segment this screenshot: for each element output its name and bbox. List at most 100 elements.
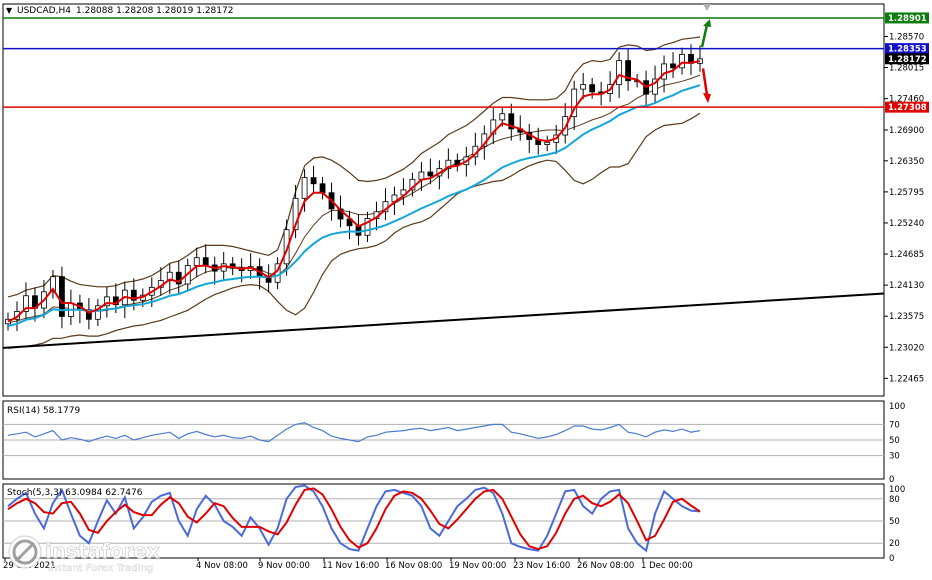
up-arrow-icon <box>700 19 711 48</box>
ema-fast-line <box>7 60 701 323</box>
candle-body <box>202 257 209 266</box>
candle-body <box>427 171 434 177</box>
candle-body <box>661 63 667 80</box>
price-badge-bg <box>885 101 929 113</box>
price-tick-label: 1.28570 <box>889 32 924 42</box>
up-arrow-head <box>703 19 711 27</box>
rsi-line <box>7 422 701 443</box>
candle-body <box>490 119 497 135</box>
price-tick-label: 1.22465 <box>889 374 924 384</box>
stoch-panel: 80 50 20 0 100 <box>3 484 905 564</box>
candle-body <box>589 84 596 93</box>
bb-lower-line <box>7 112 701 349</box>
candle-body <box>364 218 371 236</box>
price-tick-label: 1.26350 <box>889 157 924 167</box>
price-tick-label: 1.23575 <box>889 312 924 322</box>
watermark-tagline: Instant Forex Trading <box>48 563 153 574</box>
candle-body <box>418 171 425 180</box>
candle-body <box>59 276 65 317</box>
bb-upper-line <box>7 36 701 298</box>
rsi-level-label: 0 <box>889 475 894 485</box>
time-tick-label: 1 Dec 00:00 <box>641 561 693 571</box>
candle-body <box>544 141 551 145</box>
candle-body <box>508 113 515 130</box>
candle-body <box>679 54 685 69</box>
price-levels <box>2 17 885 349</box>
candle-body <box>50 276 56 293</box>
price-tick-label: 1.24130 <box>889 281 924 291</box>
price-badge-bg <box>885 43 929 55</box>
price-badge-label: 1.28172 <box>888 55 927 65</box>
time-tick-label: 26 Nov 08:00 <box>577 561 634 571</box>
candlesticks <box>5 44 703 332</box>
price-tick-label: 1.23020 <box>889 343 924 353</box>
down-arrow-icon <box>701 68 711 104</box>
candle-body <box>103 296 110 307</box>
price-axis: 1.28570 1.28015 1.27460 1.26900 1.26350 1.257… <box>884 32 924 384</box>
rsi-label: RSI(14) 58.1779 <box>7 406 80 416</box>
menu-triangle-icon[interactable]: ▼ <box>6 6 13 15</box>
price-tick-label: 1.25795 <box>889 188 924 198</box>
direction-arrows <box>700 4 711 104</box>
candle-body <box>616 60 623 86</box>
candle-body <box>130 289 137 301</box>
stoch-level-label: 50 <box>889 517 900 527</box>
moving-averages <box>7 60 701 327</box>
price-badge-label: 1.28901 <box>888 14 927 24</box>
main-panel-frame <box>2 3 885 397</box>
rsi-panel: 70 50 30 0 100 <box>3 402 905 485</box>
symbol-header: USDCAD,H4 <box>17 6 71 16</box>
time-tick-label: 11 Nov 16:00 <box>322 561 379 571</box>
candle-body <box>5 318 11 325</box>
candle-body <box>499 113 506 121</box>
candle-body <box>175 271 182 285</box>
ema-slow-line <box>7 84 701 327</box>
candle-body <box>670 63 676 69</box>
instaforex-logo: instaforex Instant Forex Trading <box>8 535 160 574</box>
candle-body <box>652 78 658 95</box>
rsi-top-label: 100 <box>889 402 905 412</box>
price-badge-label: 1.27308 <box>888 103 927 113</box>
price-tick-label: 1.26900 <box>889 126 924 136</box>
candle-body <box>571 88 578 117</box>
stoch-k-line <box>7 484 701 553</box>
candle-body <box>85 309 92 320</box>
shift-marker-icon <box>703 4 711 11</box>
candle-body <box>310 177 317 185</box>
up-arrow-shaft <box>700 24 709 48</box>
candle-body <box>625 60 632 82</box>
candle-body <box>301 177 308 199</box>
ohlc-header: 1.28088 1.28208 1.28019 1.28172 <box>76 6 233 16</box>
candle-body <box>319 183 326 194</box>
candle-body <box>283 229 290 265</box>
time-tick-label: 23 Nov 16:00 <box>513 561 570 571</box>
stoch-level-label: 20 <box>889 539 900 549</box>
price-badge-bg <box>885 53 929 65</box>
rsi-level-label: 50 <box>889 436 900 446</box>
candle-body <box>193 257 200 266</box>
time-tick-label: 16 Nov 08:00 <box>385 561 442 571</box>
candle-body <box>292 197 299 231</box>
watermark-brand: instaforex <box>45 539 160 563</box>
candle-body <box>580 84 587 90</box>
price-tick-label: 1.28015 <box>889 64 924 74</box>
candle-body <box>23 295 29 312</box>
price-badge-bg <box>885 12 929 24</box>
candle-body <box>445 159 452 170</box>
price-tick-label: 1.27460 <box>889 95 924 105</box>
stoch-level-label: 0 <box>889 554 894 564</box>
stoch-label: Stoch(5,3,3) 63.0984 62.7476 <box>7 488 143 498</box>
price-tick-label: 1.24685 <box>889 250 924 260</box>
time-tick-label: 19 Nov 00:00 <box>449 561 506 571</box>
down-arrow-head <box>703 93 711 104</box>
rsi-level-label: 30 <box>889 452 900 462</box>
price-tick-label: 1.25240 <box>889 219 924 229</box>
candle-body <box>94 305 101 320</box>
time-tick-label: 9 Nov 00:00 <box>258 561 310 571</box>
time-tick-label: 4 Nov 08:00 <box>196 561 248 571</box>
down-arrow-shaft <box>701 68 709 96</box>
rsi-level-label: 70 <box>889 420 900 430</box>
